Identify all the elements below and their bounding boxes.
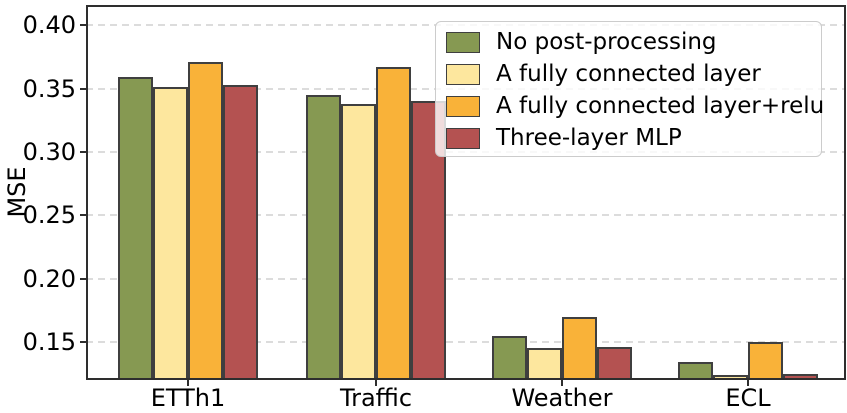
x-tick-mark (375, 380, 377, 386)
legend-label: Three-layer MLP (496, 125, 682, 151)
legend-swatch-fully-connected-layer (446, 63, 480, 85)
bar (153, 87, 188, 380)
gridline (86, 340, 846, 343)
bar (341, 103, 376, 380)
x-tick-mark (747, 380, 749, 386)
bar (562, 316, 597, 380)
x-tick-label: Weather (511, 384, 613, 412)
x-tick-mark (561, 380, 563, 386)
legend-label: A fully connected layer (496, 61, 761, 87)
bar (748, 341, 783, 380)
bar (376, 67, 411, 380)
plot-area (86, 5, 846, 380)
bar (713, 374, 748, 380)
legend-item: A fully connected layer (446, 58, 813, 90)
legend-item: Three-layer MLP (446, 122, 813, 154)
y-tick-mark (80, 340, 86, 343)
gridline (86, 214, 846, 217)
bar (527, 348, 562, 380)
bar (223, 84, 258, 380)
y-tick-mark (80, 277, 86, 280)
bar (597, 347, 632, 380)
legend-label: A fully connected layer+relu (496, 93, 825, 119)
legend-item: No post-processing (446, 26, 813, 58)
y-tick-mark (80, 214, 86, 217)
bar (492, 335, 527, 380)
x-tick-label: ECL (725, 384, 771, 412)
y-tick-label: 0.30 (22, 137, 76, 166)
y-tick-mark (80, 87, 86, 90)
gridline (86, 277, 846, 280)
x-tick-label: Traffic (339, 384, 413, 412)
legend: No post-processing A fully connected lay… (435, 21, 824, 157)
legend-swatch-three-layer-mlp (446, 127, 480, 149)
legend-label: No post-processing (496, 29, 717, 55)
y-tick-mark (80, 150, 86, 153)
x-tick-label: ETTh1 (150, 384, 226, 412)
x-tick-mark (187, 380, 189, 386)
legend-item: A fully connected layer+relu (446, 90, 824, 122)
bar (306, 94, 341, 380)
bar (118, 77, 153, 380)
bar (188, 62, 223, 380)
y-tick-mark (80, 24, 86, 27)
y-tick-label: 0.20 (22, 264, 76, 293)
y-tick-label: 0.35 (22, 74, 76, 103)
y-tick-label: 0.25 (22, 201, 76, 230)
y-tick-label: 0.40 (22, 11, 76, 40)
legend-swatch-fully-connected-layer-relu (446, 95, 480, 117)
legend-swatch-no-post-processing (446, 31, 480, 53)
bar (783, 373, 818, 380)
y-tick-label: 0.15 (22, 327, 76, 356)
bar (678, 362, 713, 380)
